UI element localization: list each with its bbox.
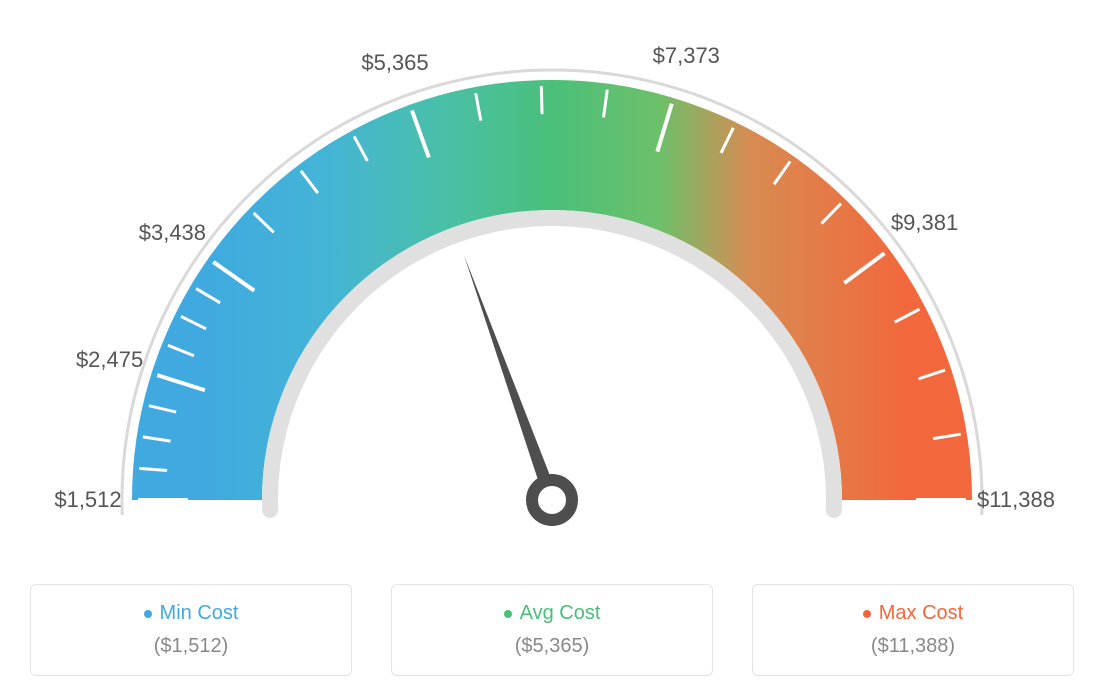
legend-text-avg: Avg Cost bbox=[520, 602, 601, 625]
legend-dot-min bbox=[144, 610, 152, 618]
gauge-tick-label: $9,381 bbox=[891, 210, 958, 236]
cost-gauge-container: $1,512 $2,475 $3,438 $5,365 $7,373 $9,381 $11,… bbox=[0, 0, 1104, 690]
legend-row: Min Cost ($1,512) Avg Cost ($5,365) Max … bbox=[0, 570, 1104, 690]
legend-label-max: Max Cost bbox=[863, 602, 963, 625]
gauge-tick-label: $11,388 bbox=[977, 487, 1055, 513]
legend-card-min: Min Cost ($1,512) bbox=[30, 584, 352, 676]
gauge-tick-label: $1,512 bbox=[54, 487, 121, 513]
legend-dot-avg bbox=[504, 610, 512, 618]
legend-card-avg: Avg Cost ($5,365) bbox=[391, 584, 713, 676]
gauge-svg bbox=[0, 0, 1104, 560]
gauge-tick-label: $7,373 bbox=[653, 43, 720, 69]
legend-text-min: Min Cost bbox=[160, 602, 239, 625]
gauge-chart: $1,512 $2,475 $3,438 $5,365 $7,373 $9,381 $11,… bbox=[0, 0, 1104, 560]
legend-dot-max bbox=[863, 610, 871, 618]
gauge-tick-label: $2,475 bbox=[76, 347, 143, 373]
legend-value-max: ($11,388) bbox=[871, 635, 955, 658]
legend-value-avg: ($5,365) bbox=[515, 635, 590, 658]
legend-text-max: Max Cost bbox=[879, 602, 963, 625]
legend-card-max: Max Cost ($11,388) bbox=[752, 584, 1074, 676]
legend-label-avg: Avg Cost bbox=[504, 602, 601, 625]
legend-value-min: ($1,512) bbox=[154, 635, 229, 658]
gauge-tick-label: $5,365 bbox=[361, 50, 428, 76]
legend-label-min: Min Cost bbox=[144, 602, 239, 625]
gauge-tick-label: $3,438 bbox=[139, 220, 206, 246]
